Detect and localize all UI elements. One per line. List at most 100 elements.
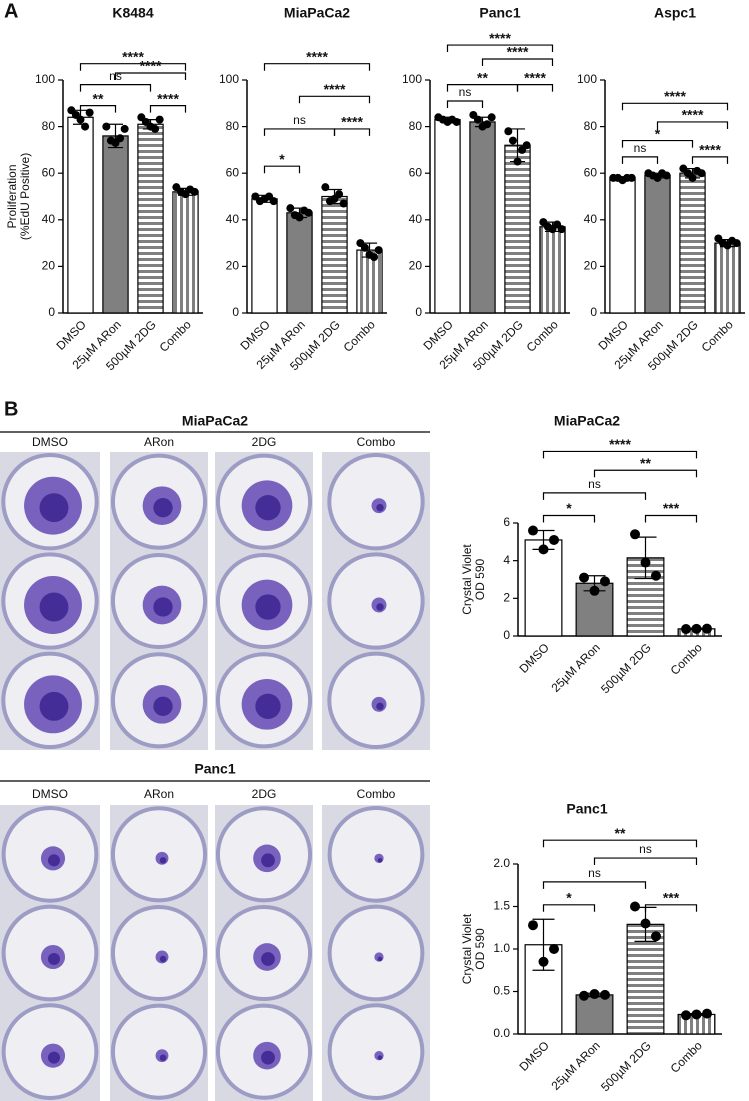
significance-bracket	[644, 514, 698, 523]
colony-core	[159, 1054, 167, 1061]
colony-core	[47, 952, 61, 966]
colony-core	[39, 592, 69, 622]
significance-bracket	[542, 492, 647, 500]
column-label: DMSO	[32, 435, 68, 449]
significance-bracket	[298, 95, 371, 104]
colony-core	[153, 696, 173, 717]
significance-label: ****	[140, 58, 162, 74]
significance-bracket	[691, 156, 729, 164]
colony-core	[39, 493, 69, 523]
significance-label: ****	[664, 88, 686, 104]
colony-core	[261, 1050, 275, 1065]
significance-label: ***	[663, 890, 680, 906]
y-axis-label: OD 590	[473, 558, 487, 600]
data-point	[370, 253, 379, 262]
x-tick-label: Combo	[699, 317, 736, 354]
significance-label: **	[93, 90, 104, 106]
data-point	[630, 529, 641, 540]
significance-bracket	[593, 469, 698, 478]
significance-label: ****	[122, 48, 144, 64]
data-point	[627, 173, 636, 182]
well	[327, 805, 425, 903]
significance-label: ****	[157, 90, 179, 106]
x-tick-label: 500µM 2DG	[598, 1038, 654, 1094]
y-tick-label: 20	[226, 259, 240, 273]
panel-label: A	[4, 0, 18, 22]
data-point	[640, 557, 651, 568]
data-point	[295, 213, 304, 222]
significance-bracket	[333, 128, 371, 136]
significance-label: *	[566, 890, 572, 906]
bar	[356, 249, 383, 314]
data-point	[691, 623, 702, 634]
significance-label: ****	[489, 30, 511, 46]
significance-label: ns	[639, 842, 652, 856]
data-point	[81, 122, 90, 131]
panel-label: B	[4, 398, 18, 420]
y-tick-label: 0	[590, 305, 597, 319]
colony-core	[47, 854, 61, 867]
colony-core	[47, 1051, 61, 1064]
colony-core	[255, 594, 281, 620]
significance-bracket	[149, 105, 187, 113]
significance-bracket	[516, 84, 554, 92]
significance-bracket	[621, 156, 659, 164]
y-tick-label: 60	[226, 165, 240, 179]
bar	[137, 123, 164, 314]
data-point	[557, 225, 566, 234]
data-point	[599, 576, 610, 587]
significance-bracket	[542, 514, 596, 523]
data-point	[548, 944, 559, 954]
data-point	[473, 115, 482, 124]
bar	[251, 198, 278, 314]
bar	[626, 923, 665, 1035]
x-tick-label: DMSO	[517, 1038, 552, 1073]
y-tick-label: 40	[42, 212, 56, 226]
y-tick-label: 40	[584, 212, 598, 226]
y-tick-label: 0	[232, 305, 239, 319]
data-point	[151, 124, 160, 133]
data-point	[452, 117, 461, 126]
x-tick-label: Combo	[668, 640, 705, 677]
bar	[539, 226, 566, 314]
data-point	[538, 956, 549, 967]
column-label: DMSO	[32, 787, 68, 801]
data-point	[335, 190, 344, 199]
data-point	[360, 243, 369, 252]
chart-title: Aspc1	[654, 5, 696, 21]
y-tick-label: 60	[584, 165, 598, 179]
column-label: ARon	[144, 435, 174, 449]
significance-bracket	[79, 84, 152, 92]
significance-label: **	[477, 69, 488, 85]
column-label: ARon	[144, 787, 174, 801]
significance-bracket	[263, 63, 371, 71]
well	[327, 1003, 425, 1101]
data-point	[691, 1009, 702, 1020]
column-label: 2DG	[252, 787, 277, 801]
chart-title: MiaPaCa2	[284, 5, 350, 21]
y-tick-label: 2	[503, 591, 510, 605]
data-point	[589, 989, 600, 1000]
colony-core	[377, 858, 383, 863]
significance-label: *	[655, 125, 661, 141]
bar	[469, 121, 496, 314]
data-point	[374, 246, 383, 255]
x-tick-label: 25µM ARon	[548, 1038, 602, 1092]
data-point	[528, 525, 539, 536]
data-point	[589, 585, 600, 596]
y-tick-label: 0	[415, 305, 422, 319]
x-tick-label: Combo	[524, 317, 561, 354]
data-point	[269, 197, 278, 206]
data-point	[681, 624, 692, 635]
y-tick-label: 1.5	[493, 899, 510, 913]
data-point	[504, 127, 513, 136]
significance-bracket	[542, 450, 698, 459]
x-tick-label: Combo	[341, 317, 378, 354]
significance-label: ns	[293, 113, 306, 127]
data-point	[732, 239, 741, 248]
y-tick-label: 6	[503, 515, 510, 529]
data-point	[116, 134, 125, 143]
y-tick-label: 100	[402, 72, 422, 86]
bar	[714, 242, 741, 314]
colony-core	[159, 857, 167, 864]
